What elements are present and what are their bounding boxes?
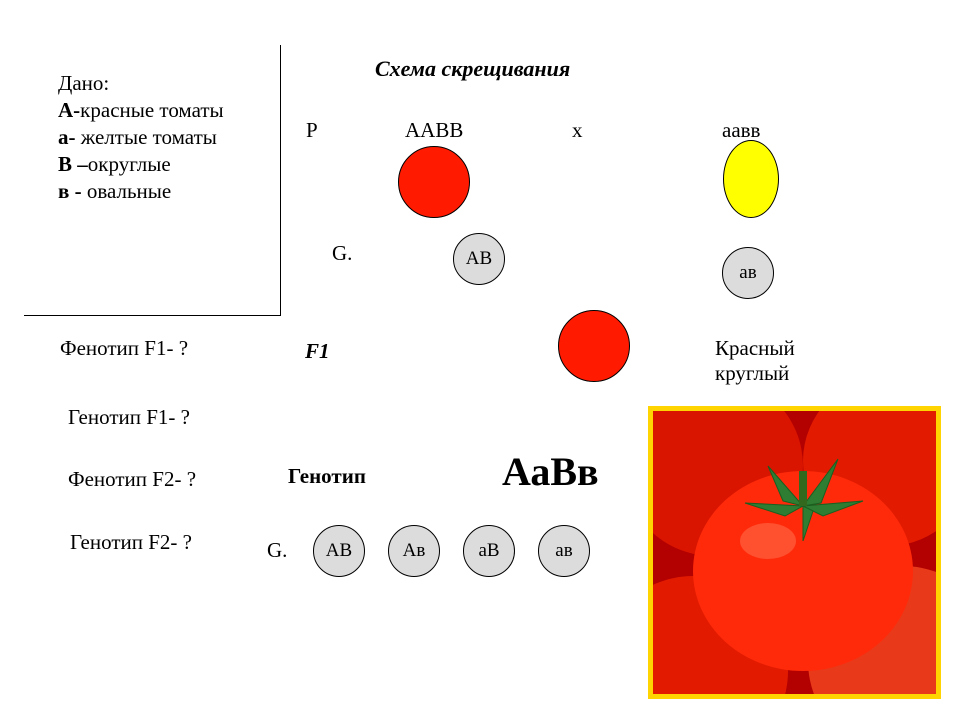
scheme-title: Схема скрещивания bbox=[375, 56, 570, 82]
allele-b: в - bbox=[58, 179, 87, 203]
gamete-p2-label: ав bbox=[739, 262, 756, 284]
gamete-p2: ав bbox=[722, 247, 774, 299]
f1-desc-1: Красный bbox=[715, 335, 795, 362]
parent2-shape-yellow-oval bbox=[723, 140, 779, 218]
gamete-p1: АВ bbox=[453, 233, 505, 285]
gamete-f1-0-label: АВ bbox=[326, 540, 352, 562]
allele-a: а- bbox=[58, 125, 76, 149]
gamete-p1-label: АВ bbox=[466, 248, 492, 270]
gamete-f1-2: аВ bbox=[463, 525, 515, 577]
f1-genotype: АаВв bbox=[502, 448, 599, 495]
allele-A: А- bbox=[58, 98, 80, 122]
label-G1: G. bbox=[332, 240, 352, 267]
allele-B-desc: округлые bbox=[88, 152, 171, 176]
allele-a-desc: желтые томаты bbox=[76, 125, 217, 149]
question-phenotype-f1: Фенотип F1- ? bbox=[60, 335, 188, 362]
question-phenotype-f2: Фенотип F2- ? bbox=[68, 466, 196, 493]
gamete-f1-2-label: аВ bbox=[478, 540, 499, 562]
label-P: P bbox=[306, 117, 318, 144]
question-genotype-f1: Генотип F1- ? bbox=[68, 404, 190, 431]
label-F1: F1 bbox=[305, 338, 330, 365]
given-line-2: а- желтые томаты bbox=[58, 124, 217, 151]
parent1-genotype: ААВВ bbox=[405, 117, 463, 144]
tomato-illustration bbox=[653, 411, 936, 694]
allele-b-desc: овальные bbox=[87, 179, 171, 203]
parent1-shape-red-circle bbox=[398, 146, 470, 218]
genotype-label: Генотип bbox=[288, 463, 366, 490]
slide: Дано: А-красные томаты а- желтые томаты … bbox=[0, 0, 960, 720]
question-genotype-f2: Генотип F2- ? bbox=[70, 529, 192, 556]
tomato-photo bbox=[648, 406, 941, 699]
gamete-f1-1: Ав bbox=[388, 525, 440, 577]
given-line-3: В –округлые bbox=[58, 151, 171, 178]
gamete-f1-1-label: Ав bbox=[403, 540, 426, 562]
given-line-4: в - овальные bbox=[58, 178, 171, 205]
f1-desc-2: круглый bbox=[715, 360, 789, 387]
allele-B: В – bbox=[58, 152, 88, 176]
allele-A-desc: красные томаты bbox=[80, 98, 223, 122]
f1-shape-red-circle bbox=[558, 310, 630, 382]
gamete-f1-3: ав bbox=[538, 525, 590, 577]
cross-symbol: х bbox=[572, 117, 583, 144]
given-line-1: А-красные томаты bbox=[58, 97, 224, 124]
gamete-f1-0: АВ bbox=[313, 525, 365, 577]
gamete-f1-3-label: ав bbox=[555, 540, 572, 562]
given-heading: Дано: bbox=[58, 70, 109, 97]
label-G2: G. bbox=[267, 537, 287, 564]
